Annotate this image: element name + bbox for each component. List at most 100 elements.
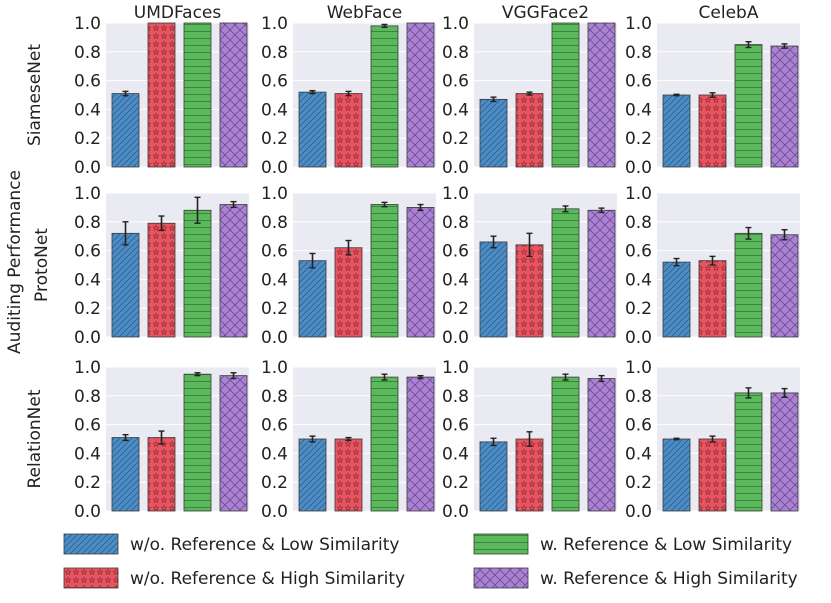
bar-hatch — [698, 260, 727, 338]
legend-swatch-hatch — [473, 533, 529, 555]
y-tick-label: 0.0 — [625, 502, 652, 522]
y-tick-label: 1.0 — [74, 358, 101, 378]
bar-hatch — [662, 94, 691, 168]
panel: 0.0 0.2 0.4 0.6 0.8 1.0 — [442, 358, 617, 522]
y-tick-label: 0.4 — [74, 100, 101, 120]
y-tick-label: 0.6 — [625, 72, 652, 92]
y-tick-label: 1.0 — [625, 14, 652, 34]
column-title-webface: WebFace — [327, 3, 403, 23]
y-tick-label: 1.0 — [261, 358, 288, 378]
y-tick-label: 0.2 — [625, 473, 652, 493]
panel: 0.0 0.2 0.4 0.6 0.8 1.0 CelebA — [625, 3, 800, 178]
y-tick-label: 0.0 — [261, 502, 288, 522]
legend-label: w. Reference & High Similarity — [540, 569, 798, 589]
bar-hatch — [515, 244, 544, 338]
y-tick-label: 0.6 — [74, 242, 101, 262]
bar-hatch — [770, 392, 799, 512]
y-tick-label: 1.0 — [625, 184, 652, 204]
y-tick-label: 0.6 — [625, 416, 652, 436]
bar-hatch — [111, 437, 140, 512]
y-tick-label: 0.4 — [261, 270, 288, 290]
bar-hatch — [479, 98, 508, 168]
y-tick-label: 0.6 — [74, 72, 101, 92]
bar-hatch — [734, 44, 763, 168]
bar-hatch — [515, 93, 544, 168]
bar-hatch — [219, 375, 248, 512]
y-tick-label: 0.2 — [74, 129, 101, 149]
bar-hatch — [515, 438, 544, 512]
y-tick-label: 0.2 — [261, 473, 288, 493]
y-tick-label: 1.0 — [261, 14, 288, 34]
y-tick-label: 0.2 — [442, 473, 469, 493]
y-tick-label: 0.4 — [442, 444, 469, 464]
y-tick-label: 0.0 — [74, 328, 101, 348]
y-tick-label: 0.4 — [261, 444, 288, 464]
bar-hatch — [334, 93, 363, 168]
y-tick-label: 0.4 — [625, 270, 652, 290]
y-tick-label: 0.0 — [261, 158, 288, 178]
bar-hatch — [183, 373, 212, 512]
legend-label: w/o. Reference & High Similarity — [130, 569, 405, 589]
bar-hatch — [587, 22, 616, 168]
y-tick-label: 0.2 — [74, 299, 101, 319]
bar-hatch — [370, 376, 399, 512]
bar-hatch — [479, 441, 508, 512]
y-tick-label: 0.0 — [625, 158, 652, 178]
bar-hatch — [662, 261, 691, 338]
y-tick-label: 0.4 — [625, 444, 652, 464]
bar-hatch — [298, 91, 327, 168]
panel: 0.0 0.2 0.4 0.6 0.8 1.0 — [74, 358, 249, 522]
y-tick-label: 1.0 — [261, 184, 288, 204]
y-tick-label: 0.2 — [625, 299, 652, 319]
bar-hatch — [587, 378, 616, 512]
bar-hatch — [587, 209, 616, 338]
legend-item: w/o. Reference & High Similarity — [63, 567, 405, 589]
y-tick-label: 0.8 — [74, 387, 101, 407]
y-tick-label: 1.0 — [442, 358, 469, 378]
panel: 0.0 0.2 0.4 0.6 0.8 1.0 — [261, 358, 436, 522]
bar-hatch — [334, 438, 363, 512]
y-tick-label: 0.8 — [261, 387, 288, 407]
y-tick-label: 0.6 — [442, 72, 469, 92]
y-tick-label: 0.0 — [442, 502, 469, 522]
bar-hatch — [219, 22, 248, 168]
bar-hatch — [147, 222, 176, 338]
legend-swatch-hatch — [63, 567, 119, 589]
y-tick-label: 0.8 — [261, 43, 288, 63]
figure-ylabel: Auditing Performance — [5, 170, 25, 354]
y-tick-label: 0.4 — [625, 100, 652, 120]
column-title-vggface2: VGGFace2 — [502, 3, 589, 23]
y-tick-label: 0.0 — [261, 328, 288, 348]
bar-hatch — [219, 204, 248, 338]
bar-hatch — [734, 232, 763, 338]
legend-swatch-hatch — [63, 533, 119, 555]
y-tick-label: 0.2 — [442, 129, 469, 149]
y-tick-label: 0.8 — [442, 387, 469, 407]
y-tick-label: 0.2 — [625, 129, 652, 149]
column-title-umdfaces: UMDFaces — [134, 3, 222, 23]
y-tick-label: 0.0 — [74, 158, 101, 178]
y-tick-label: 0.8 — [625, 213, 652, 233]
y-tick-label: 0.0 — [625, 328, 652, 348]
y-tick-label: 0.2 — [261, 129, 288, 149]
y-tick-label: 0.8 — [442, 43, 469, 63]
y-tick-label: 0.4 — [442, 270, 469, 290]
legend-label: w. Reference & Low Similarity — [540, 535, 792, 555]
panel: 0.0 0.2 0.4 0.6 0.8 1.0 WebFace — [261, 3, 436, 178]
bar-hatch — [406, 22, 435, 168]
y-tick-label: 0.8 — [442, 213, 469, 233]
legend-item: w/o. Reference & Low Similarity — [63, 533, 399, 555]
bar-hatch — [551, 376, 580, 512]
bar-hatch — [698, 94, 727, 168]
y-tick-label: 0.2 — [442, 299, 469, 319]
y-tick-label: 0.4 — [261, 100, 288, 120]
row-label-protonet: ProtoNet — [32, 228, 52, 302]
bar-hatch — [147, 437, 176, 512]
y-tick-label: 0.8 — [74, 213, 101, 233]
row-label-siamesenet: SiameseNet — [25, 44, 45, 146]
y-tick-label: 0.6 — [261, 416, 288, 436]
column-title-celeba: CelebA — [699, 3, 759, 23]
y-tick-label: 0.8 — [261, 213, 288, 233]
y-tick-label: 1.0 — [74, 184, 101, 204]
